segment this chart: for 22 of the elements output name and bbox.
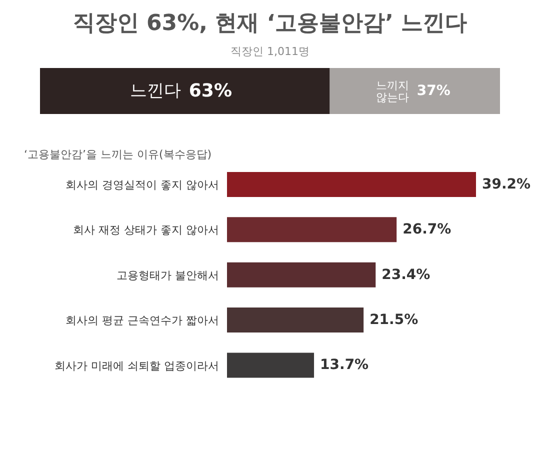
y-tick-label: 고용형태가 불안해서 bbox=[116, 268, 219, 282]
chart-subtitle: 직장인 1,011명 bbox=[230, 44, 310, 59]
y-tick-label: 회사의 평균 근속연수가 짧아서 bbox=[66, 314, 219, 328]
text: ‘고용불안감’을 느끼는 이유(복수응답) bbox=[24, 147, 213, 162]
data-label: 39.2% bbox=[482, 176, 531, 192]
series-label: 느끼지 않는다 bbox=[376, 78, 409, 104]
data-label: 23.4% bbox=[382, 266, 430, 283]
data-label: 13.7% bbox=[320, 357, 369, 374]
bar bbox=[227, 308, 364, 333]
chart-title: 직장인 63%, 현재 ‘고용불안감’ 느낀다 bbox=[72, 10, 468, 38]
y-tick-label: 회사가 미래에 쇠퇴할 업종이라서 bbox=[54, 359, 219, 372]
bar bbox=[227, 172, 476, 197]
series-label: 느낀다 bbox=[130, 81, 181, 101]
data-label: 37% bbox=[416, 83, 450, 99]
data-label: 21.5% bbox=[370, 312, 418, 328]
bar bbox=[227, 262, 376, 288]
bar bbox=[227, 217, 397, 242]
y-tick-label: 회사의 경영실적이 좋지 않아서 bbox=[66, 178, 219, 192]
data-label: 26.7% bbox=[402, 222, 452, 238]
bar bbox=[227, 352, 314, 378]
data-label: 63% bbox=[188, 80, 232, 102]
y-tick-label: 회사 재정 상태가 좋지 않아서 bbox=[73, 224, 219, 237]
